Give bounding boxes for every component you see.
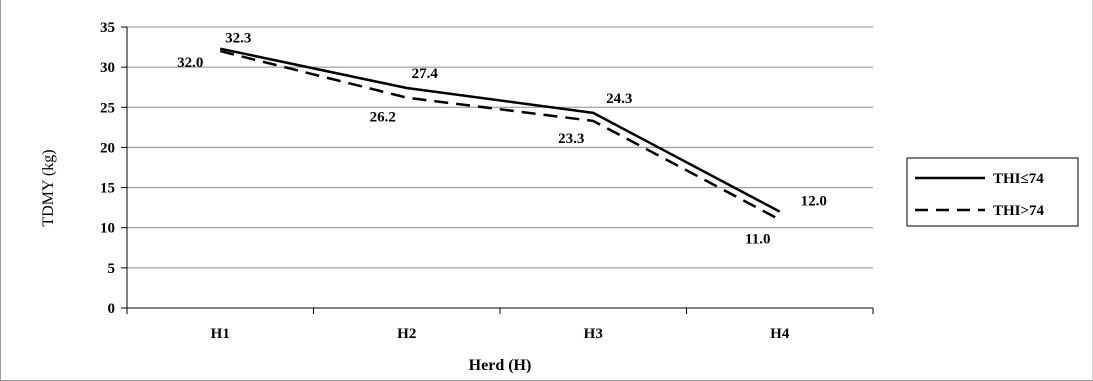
y-tick-label: 35 xyxy=(100,20,115,36)
data-label: 27.4 xyxy=(412,66,439,82)
series-lines xyxy=(219,47,781,221)
data-label: 32.3 xyxy=(225,31,251,47)
data-label: 23.3 xyxy=(558,131,584,147)
data-label: 24.3 xyxy=(606,91,632,107)
grid-lines xyxy=(127,26,873,269)
x-tick-label-h1: H1 xyxy=(211,326,230,342)
data-label: 11.0 xyxy=(745,232,770,248)
axes xyxy=(126,27,873,309)
y-axis-ticks: 0 5 10 15 20 25 30 35 xyxy=(100,20,127,317)
y-tick-label: 30 xyxy=(100,60,115,76)
y-tick-label: 0 xyxy=(108,301,116,317)
x-axis-title: Herd (H) xyxy=(469,357,532,374)
x-axis-ticks: H1 H2 H3 H4 xyxy=(126,308,874,342)
legend-label-thi-le-74: THI≤74 xyxy=(993,171,1044,187)
y-tick-label: 5 xyxy=(108,261,116,277)
series-line-thi-le-74 xyxy=(219,47,781,213)
y-tick-label: 20 xyxy=(100,140,115,156)
x-tick-label-h3: H3 xyxy=(584,326,603,342)
x-tick-label-h2: H2 xyxy=(397,326,416,342)
y-tick-label: 10 xyxy=(100,221,115,237)
y-tick-label: 25 xyxy=(100,100,115,116)
y-axis-title: TDMY (kg) xyxy=(40,149,57,226)
x-tick-label-h4: H4 xyxy=(770,326,790,342)
series-line-thi-gt-74 xyxy=(219,49,781,221)
y-tick-label: 15 xyxy=(100,181,115,197)
data-label: 32.0 xyxy=(177,55,203,71)
legend: THI≤74 THI>74 xyxy=(906,157,1079,227)
data-label: 12.0 xyxy=(801,194,827,210)
data-label: 26.2 xyxy=(370,110,396,126)
legend-label-thi-gt-74: THI>74 xyxy=(993,203,1045,219)
legend-box xyxy=(906,157,1079,227)
data-labels: 32.3 27.4 24.3 12.0 32.0 26.2 23.3 11.0 xyxy=(177,31,827,248)
